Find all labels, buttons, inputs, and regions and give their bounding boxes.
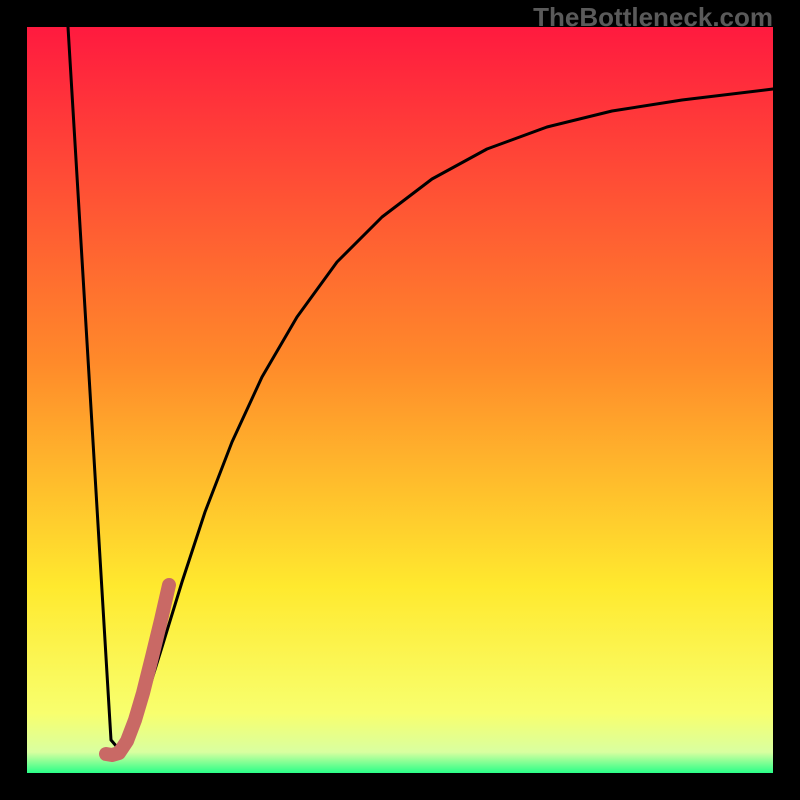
curve-layer [27,27,773,773]
plot-area [27,27,773,773]
main-curve [68,27,773,747]
accent-highlight [106,585,169,755]
chart-container: TheBottleneck.com [0,0,800,800]
watermark: TheBottleneck.com [533,2,773,33]
